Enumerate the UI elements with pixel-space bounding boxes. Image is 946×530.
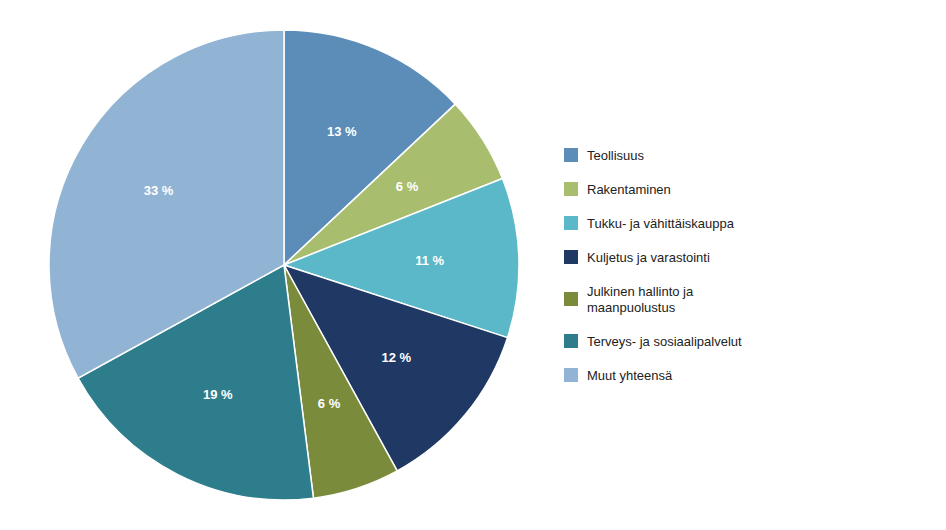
legend-item: Rakentaminen xyxy=(564,182,671,197)
legend-label-line: Muut yhteensä xyxy=(587,368,673,383)
legend-label: Tukku- ja vähittäiskauppa xyxy=(587,216,735,231)
legend-swatch xyxy=(564,216,578,230)
data-label: 11 % xyxy=(415,253,444,268)
legend-item: Teollisuus xyxy=(564,148,645,163)
pie xyxy=(49,30,519,500)
legend-label: Muut yhteensä xyxy=(587,368,673,383)
legend-item: Muut yhteensä xyxy=(564,368,673,383)
legend-item: Terveys- ja sosiaalipalvelut xyxy=(564,334,742,349)
data-label: 33 % xyxy=(144,183,174,198)
legend-label: Kuljetus ja varastointi xyxy=(587,250,710,265)
legend-label-line: Rakentaminen xyxy=(587,182,671,197)
legend-label: Julkinen hallinto jamaanpuolustus xyxy=(587,284,694,315)
data-label: 6 % xyxy=(396,179,419,194)
legend-label-line: Kuljetus ja varastointi xyxy=(587,250,710,265)
legend-label: Terveys- ja sosiaalipalvelut xyxy=(587,334,742,349)
legend-label-line: Julkinen hallinto ja xyxy=(587,284,694,299)
data-label: 13 % xyxy=(327,124,357,139)
data-labels: 13 % 6 % 11 % 12 % 6 % 19 % 33 % xyxy=(144,124,445,411)
legend-label-line: Tukku- ja vähittäiskauppa xyxy=(587,216,735,231)
legend-swatch xyxy=(564,148,578,162)
legend-label: Rakentaminen xyxy=(587,182,671,197)
legend-label-line: Teollisuus xyxy=(587,148,645,163)
legend-swatch xyxy=(564,334,578,348)
data-label: 19 % xyxy=(203,387,233,402)
legend-swatch xyxy=(564,368,578,382)
legend-item: Tukku- ja vähittäiskauppa xyxy=(564,216,735,231)
legend-swatch xyxy=(564,292,578,306)
legend-label-line: Terveys- ja sosiaalipalvelut xyxy=(587,334,742,349)
legend-label: Teollisuus xyxy=(587,148,645,163)
data-label: 6 % xyxy=(318,396,341,411)
legend-label-line: maanpuolustus xyxy=(587,300,676,315)
legend-item: Julkinen hallinto jamaanpuolustus xyxy=(564,284,694,315)
legend-swatch xyxy=(564,250,578,264)
legend: Teollisuus Rakentaminen Tukku- ja vähittäi… xyxy=(564,148,742,383)
legend-item: Kuljetus ja varastointi xyxy=(564,250,710,265)
data-label: 12 % xyxy=(381,350,411,365)
legend-swatch xyxy=(564,182,578,196)
pie-slice xyxy=(49,30,284,378)
chart: 13 % 6 % 11 % 12 % 6 % 19 % 33 % Teollisuus Rake… xyxy=(0,0,946,530)
